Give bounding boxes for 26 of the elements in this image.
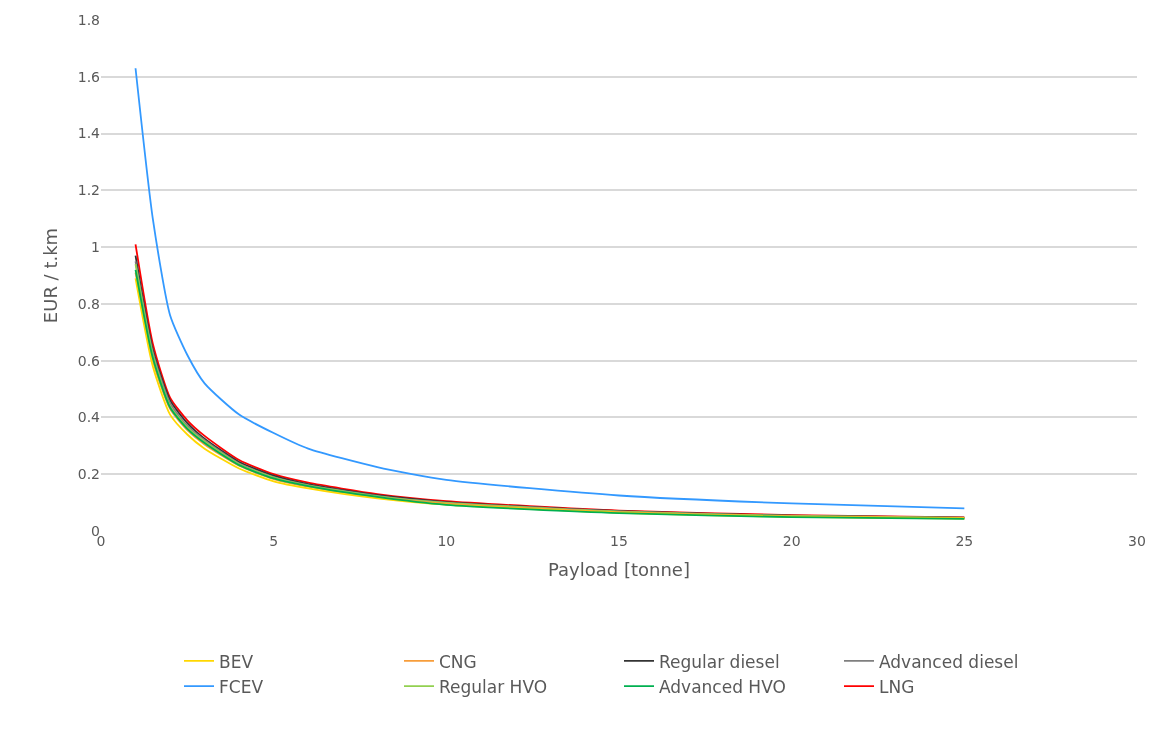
x-tick-label: 25 xyxy=(955,533,974,549)
x-tick-label: 15 xyxy=(610,533,628,549)
y-tick-label: 0.4 xyxy=(77,409,101,426)
x-tick-label: 10 xyxy=(437,533,456,549)
legend-label: Advanced HVO xyxy=(659,676,786,697)
y-tick-label: 0.6 xyxy=(77,352,101,369)
line-series xyxy=(134,67,966,510)
legend-label: BEV xyxy=(219,651,254,672)
y-tick-label: 1.2 xyxy=(77,182,100,199)
x-tick-label: 30 xyxy=(1128,533,1146,549)
y-tick-label: 1.6 xyxy=(77,68,101,85)
y-tick-label: 1.4 xyxy=(77,125,101,142)
x-tick-label: 20 xyxy=(782,533,801,549)
y-tick-label: 1.8 xyxy=(77,11,100,28)
legend-label: CNG xyxy=(439,651,477,672)
y-axis-title: EUR / t.km xyxy=(39,227,61,324)
x-tick-label: 5 xyxy=(269,533,279,549)
y-tick-label: 0.2 xyxy=(77,466,100,483)
legend-label: LNG xyxy=(879,676,915,697)
legend-label: Regular diesel xyxy=(659,651,780,672)
y-tick-label: 1 xyxy=(91,239,100,256)
legend-label: Advanced diesel xyxy=(879,651,1019,672)
legend-label: FCEV xyxy=(219,676,264,697)
legend-label: Regular HVO xyxy=(439,676,548,697)
x-axis-title: Payload [tonne] xyxy=(548,559,690,581)
y-tick-label: 0.8 xyxy=(77,295,100,312)
